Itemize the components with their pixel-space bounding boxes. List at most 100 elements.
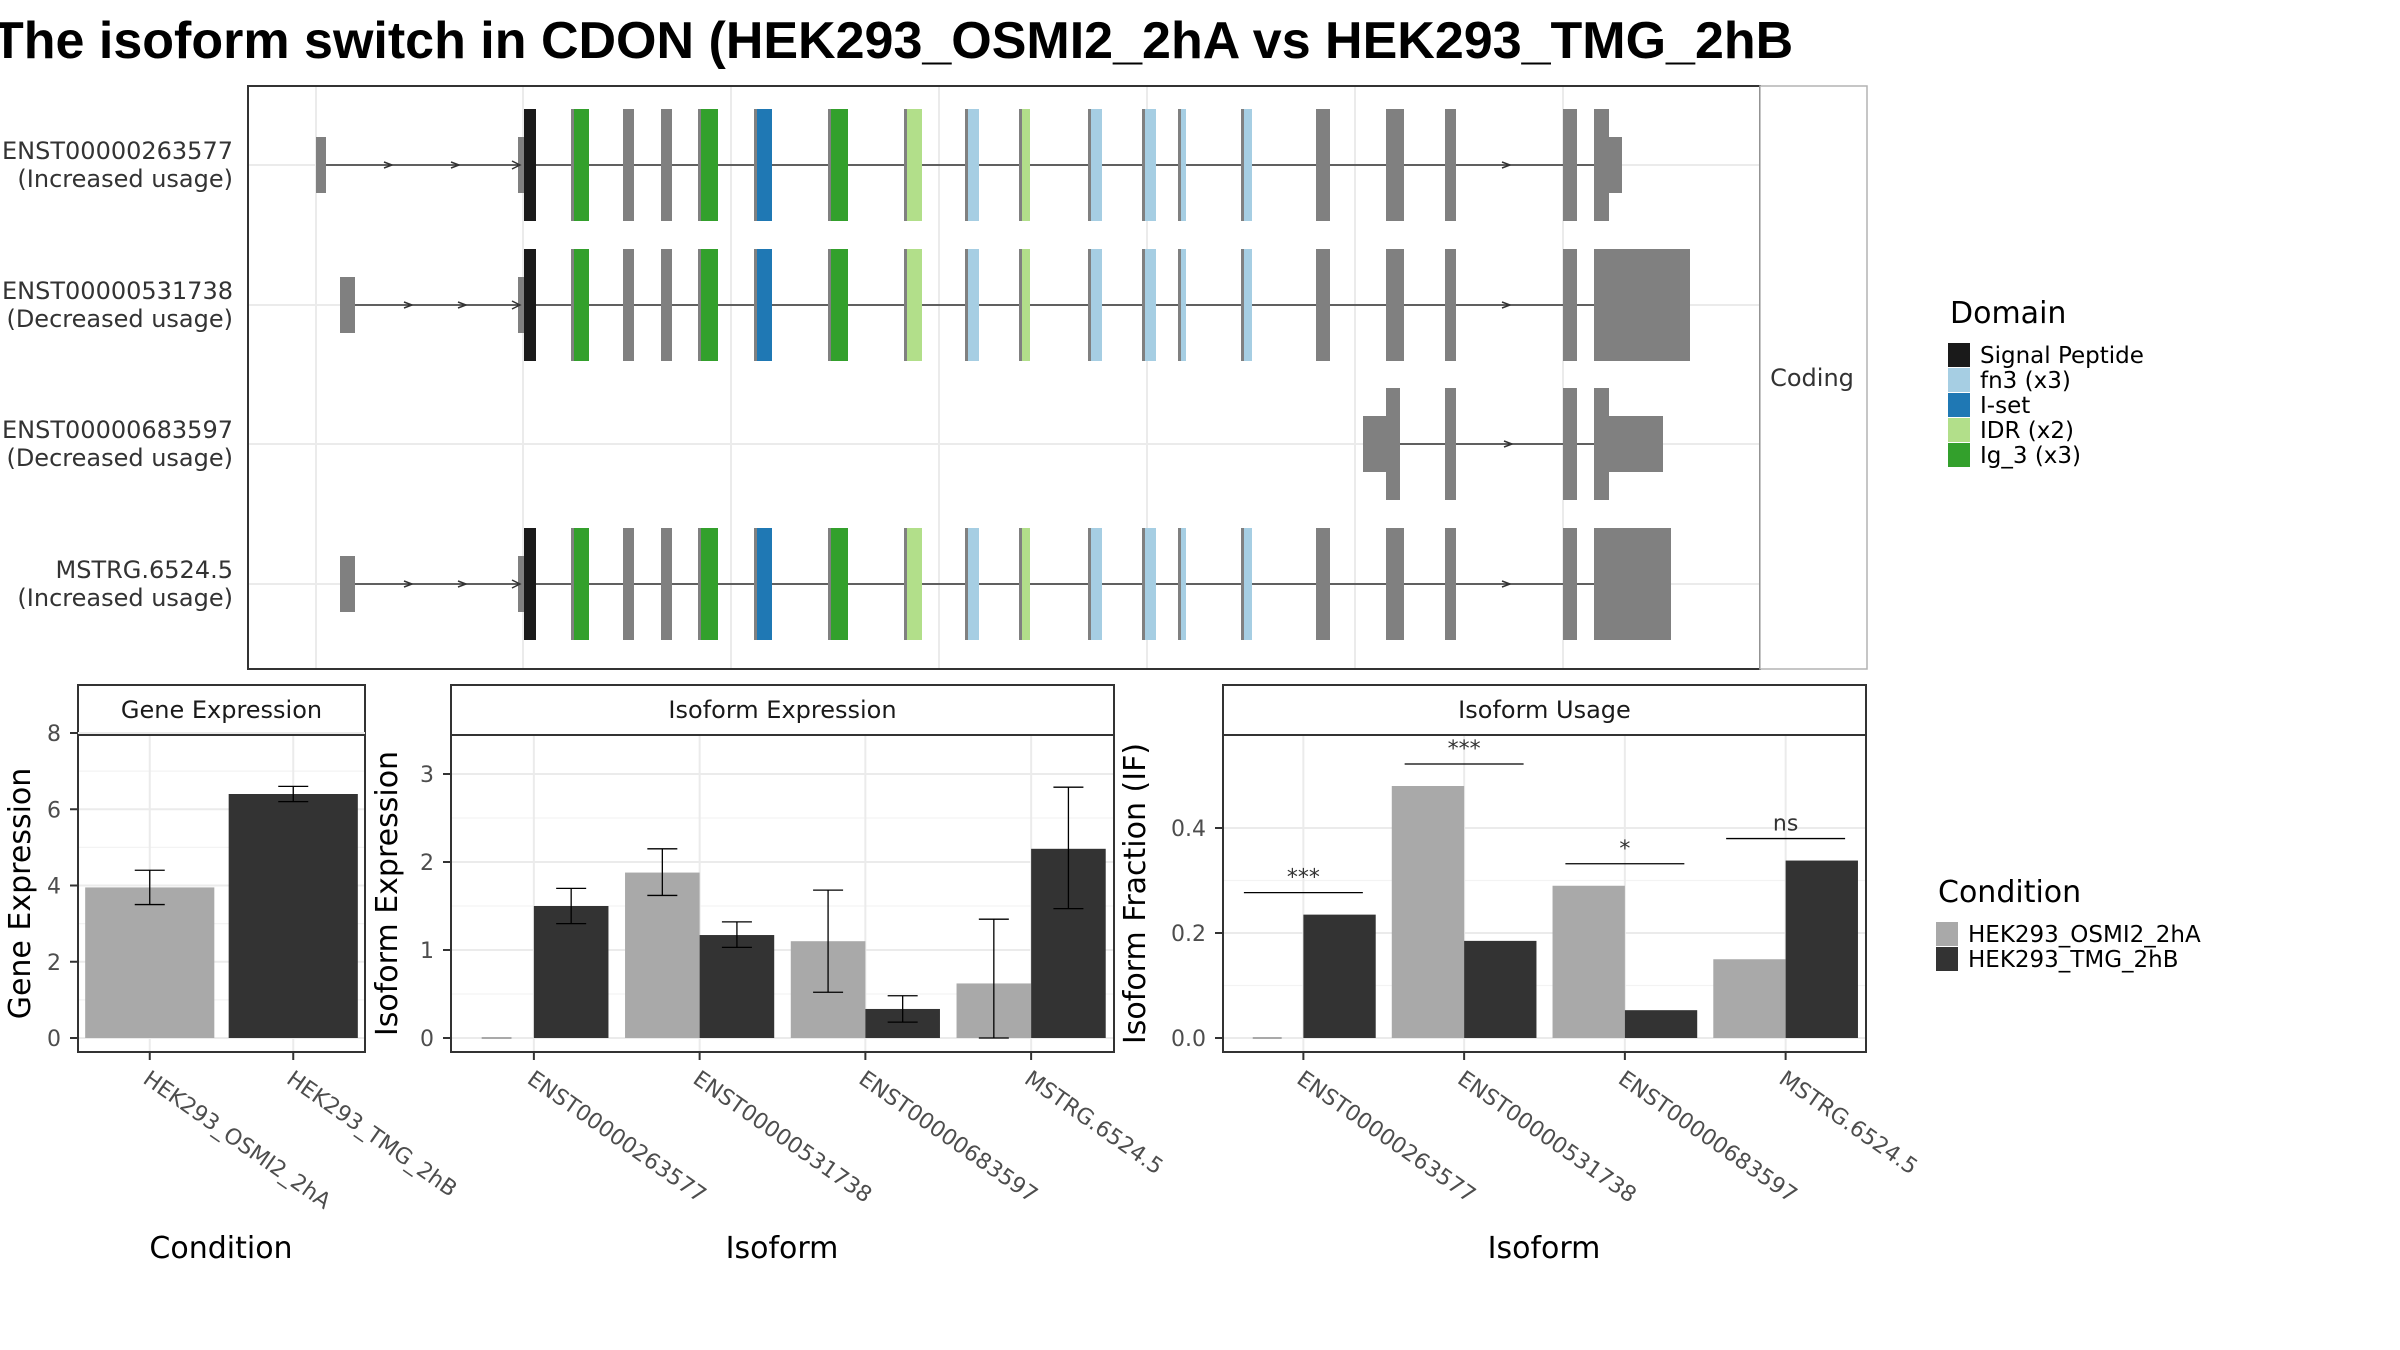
- exon: [1563, 528, 1577, 640]
- domain-fn3: [965, 249, 979, 361]
- exon-edge: [1241, 109, 1244, 221]
- exon-edge: [571, 109, 574, 221]
- panel-strip: [450, 684, 1115, 736]
- y-tick-label: 2: [420, 851, 434, 876]
- y-tick-label: 3: [420, 763, 434, 788]
- exon: [623, 528, 634, 640]
- condition-legend-label-hek293-tmg-2hb: HEK293_TMG_2hB: [1968, 947, 2179, 973]
- domain-legend-title: Domain: [1950, 296, 2066, 331]
- x-axis-title: Condition: [149, 1231, 292, 1266]
- domain-fn3: [1241, 249, 1252, 361]
- panel-title: Isoform Usage: [1458, 696, 1631, 724]
- exon-edge: [965, 109, 968, 221]
- domain-fn3: [1241, 528, 1252, 640]
- domain-ig-3: [698, 109, 718, 221]
- exon-edge: [1088, 109, 1091, 221]
- y-tick-label: 8: [47, 722, 61, 747]
- utr-exon: [1609, 249, 1690, 361]
- domain-idr: [1019, 109, 1030, 221]
- bar-hek293-tmg-2hb: [228, 794, 358, 1038]
- exon-edge: [828, 109, 831, 221]
- exon: [1386, 388, 1400, 500]
- strand-arrow: [450, 161, 462, 169]
- bar-hek293-osmi2-2ha-enst00000531738: [1391, 786, 1465, 1038]
- domain-legend-label-fn3: fn3 (x3): [1980, 368, 2071, 394]
- exon-edge: [1241, 249, 1244, 361]
- first-exon: [340, 277, 355, 333]
- y-tick-label: 4: [47, 875, 61, 900]
- bar-hek293-osmi2-2ha-enst00000683597: [1552, 885, 1625, 1038]
- exon-edge: [754, 109, 757, 221]
- isoform-label-note: (Decreased usage): [6, 444, 233, 472]
- strand-arrow: [511, 300, 522, 310]
- domain-legend-label-i-set: I-set: [1980, 393, 2030, 419]
- isoform-label-note: (Increased usage): [17, 584, 233, 612]
- bar-hek293-osmi2-2ha-mstrg-6524-5: [1713, 959, 1786, 1038]
- bar-hek293-tmg-2hb-enst00000263577: [533, 906, 609, 1038]
- y-tick-label: 0.2: [1171, 922, 1206, 947]
- domain-legend-swatch-ig-3: [1948, 443, 1970, 467]
- bar-hek293-osmi2-2ha-enst00000531738: [625, 872, 700, 1038]
- domain-fn3: [1088, 528, 1102, 640]
- isoform-track-0: [316, 109, 1622, 221]
- isoform-label-id: ENST00000263577: [2, 137, 233, 165]
- domain-legend-label-ig-3: Ig_3 (x3): [1980, 443, 2081, 469]
- domain-ig-3: [698, 249, 718, 361]
- domain-idr: [904, 109, 922, 221]
- y-tick-label: 6: [47, 798, 61, 823]
- strand-arrow: [383, 161, 395, 169]
- x-tick-label-mstrg-6524-5: MSTRG.6524.5: [1774, 1066, 1922, 1180]
- significance-label: ***: [1287, 866, 1320, 891]
- strand-arrow: [1501, 580, 1513, 588]
- x-tick-label-enst00000263577: ENST00000263577: [1292, 1066, 1480, 1208]
- exon-edge: [1019, 249, 1022, 361]
- y-tick-label: 0.0: [1171, 1027, 1206, 1052]
- x-axis-title: Isoform: [726, 1231, 839, 1266]
- x-tick-label-enst00000683597: ENST00000683597: [854, 1066, 1042, 1208]
- exon: [1445, 388, 1456, 500]
- y-tick-label: 2: [47, 951, 61, 976]
- exon-edge: [1019, 528, 1022, 640]
- exon: [1445, 249, 1456, 361]
- structure-marks: [316, 109, 1690, 640]
- figure-title: The isoform switch in CDON (HEK293_OSMI2…: [0, 12, 1793, 70]
- exon-edge: [698, 109, 701, 221]
- isoform-label-id: ENST00000531738: [2, 277, 233, 305]
- exon: [623, 109, 634, 221]
- exon-edge: [1088, 249, 1091, 361]
- domain-fn3: [1142, 528, 1156, 640]
- strand-arrow: [403, 301, 415, 309]
- panel-border: [450, 734, 1115, 1053]
- bars: [85, 785, 358, 1038]
- condition-legend-swatch-hek293-tmg-2hb: [1936, 947, 1958, 971]
- exon-edge: [1142, 109, 1145, 221]
- domain-fn3: [1241, 109, 1252, 221]
- y-tick-label: 0.4: [1171, 817, 1206, 842]
- domain-fn3: [965, 528, 979, 640]
- condition-legend-swatch-hek293-osmi2-2ha: [1936, 922, 1958, 946]
- y-tick-label: 0: [47, 1027, 61, 1052]
- bar-hek293-tmg-2hb-mstrg-6524-5: [1785, 860, 1858, 1038]
- exon: [661, 249, 672, 361]
- exon-edge: [1178, 109, 1181, 221]
- utr-exon: [518, 277, 526, 333]
- structure-panel: ENST00000263577 (Increased usage) ENST0000…: [2, 85, 1868, 670]
- x-tick-label-enst00000263577: ENST00000263577: [522, 1066, 710, 1208]
- exon-edge: [754, 528, 757, 640]
- domain-fn3: [1142, 109, 1156, 221]
- strand-arrow: [1501, 301, 1513, 309]
- utr-exon: [1363, 416, 1386, 472]
- isoform-label-id: ENST00000683597: [2, 416, 233, 444]
- exon: [623, 249, 634, 361]
- strand-arrow: [511, 160, 522, 170]
- y-tick-label: 1: [420, 939, 434, 964]
- domain-idr: [1019, 528, 1030, 640]
- domain-i-set: [754, 528, 772, 640]
- exon: [1386, 249, 1404, 361]
- exon-edge: [1142, 528, 1145, 640]
- isoform-track-1: [340, 249, 1690, 361]
- domain-fn3: [1088, 109, 1102, 221]
- exon-edge: [1142, 249, 1145, 361]
